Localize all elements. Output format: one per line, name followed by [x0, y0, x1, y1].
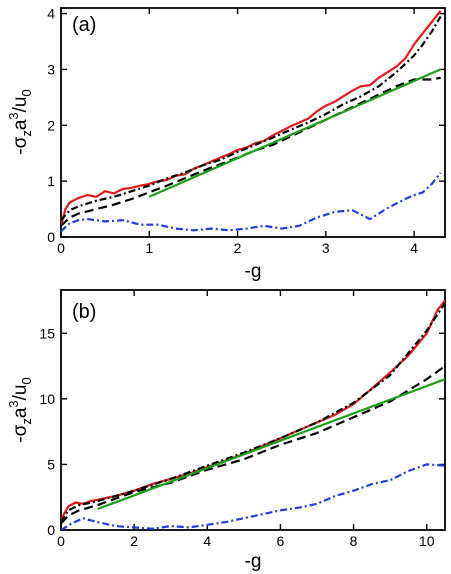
- x-tick-label-b: 2: [130, 533, 138, 549]
- x-tick-label-a: 0: [57, 240, 65, 256]
- y-axis-label-a: -σza3/u0: [6, 89, 34, 154]
- y-tick-label-a: 2: [47, 117, 55, 133]
- y-label-b-slash: /u: [10, 385, 31, 401]
- panel-label-b: (b): [72, 301, 96, 323]
- plot-frame-b: [60, 289, 446, 531]
- series-line-b-red-solid: [61, 299, 445, 521]
- x-axis-label-b: -g: [245, 551, 262, 572]
- y-axis-label-b: -σza3/u0: [6, 377, 34, 442]
- x-tick-label-a: 4: [410, 240, 418, 256]
- y-label-b-mid: a: [10, 407, 31, 418]
- x-axis-label-a: -g: [245, 261, 262, 282]
- x-tick-label-a: 3: [322, 240, 330, 256]
- series-line-b-green-fit: [97, 378, 445, 511]
- y-tick-label-b: 0: [47, 522, 55, 538]
- x-tick-label-b: 4: [203, 533, 211, 549]
- y-label-a-sub2: 0: [19, 89, 34, 96]
- y-label-a-mid: a: [10, 119, 31, 130]
- y-tick-label-b: 5: [47, 456, 55, 472]
- panel-label-a: (a): [72, 14, 96, 36]
- series-line-a-red-solid: [61, 10, 442, 227]
- axes-ticks-a: 0 1 2 3 4 0 1 2 3 4: [47, 6, 445, 256]
- series-line-a-green-fit: [148, 68, 442, 198]
- x-tick-label-a: 1: [145, 240, 153, 256]
- x-tick-label-b: 10: [419, 533, 435, 549]
- axes-ticks-b: 0 2 4 6 8 10 0 5 10 15: [39, 290, 445, 549]
- plot-frame-a: [60, 7, 446, 238]
- y-tick-label-b: 10: [39, 391, 55, 407]
- y-tick-label-a: 0: [47, 229, 55, 245]
- y-label-a-sub1: z: [19, 130, 34, 137]
- y-tick-label-a: 3: [47, 61, 55, 77]
- series-line-a-black-dashdot: [61, 15, 442, 221]
- x-tick-label-a: 2: [234, 240, 242, 256]
- series-lines-a: [61, 10, 442, 233]
- y-tick-label-a: 4: [47, 6, 55, 22]
- y-tick-label-a: 1: [47, 173, 55, 189]
- y-label-a-slash: /u: [10, 97, 31, 113]
- x-tick-label-b: 6: [277, 533, 285, 549]
- y-tick-label-b: 15: [39, 325, 55, 341]
- y-label-b-sub2: 0: [19, 377, 34, 384]
- y-label-b-base: -σ: [10, 424, 31, 442]
- y-label-a-sup: 3: [6, 112, 21, 119]
- series-line-b-black-dashed: [61, 365, 445, 525]
- y-label-b-sup: 3: [6, 400, 21, 407]
- y-label-a-base: -σ: [10, 136, 31, 154]
- series-lines-b: [61, 299, 445, 530]
- series-line-a-blue-dashdot: [61, 172, 442, 233]
- x-tick-label-b: 8: [350, 533, 358, 549]
- x-tick-label-b: 0: [57, 533, 65, 549]
- y-label-b-sub1: z: [19, 418, 34, 425]
- series-line-b-black-dashdot: [61, 302, 445, 523]
